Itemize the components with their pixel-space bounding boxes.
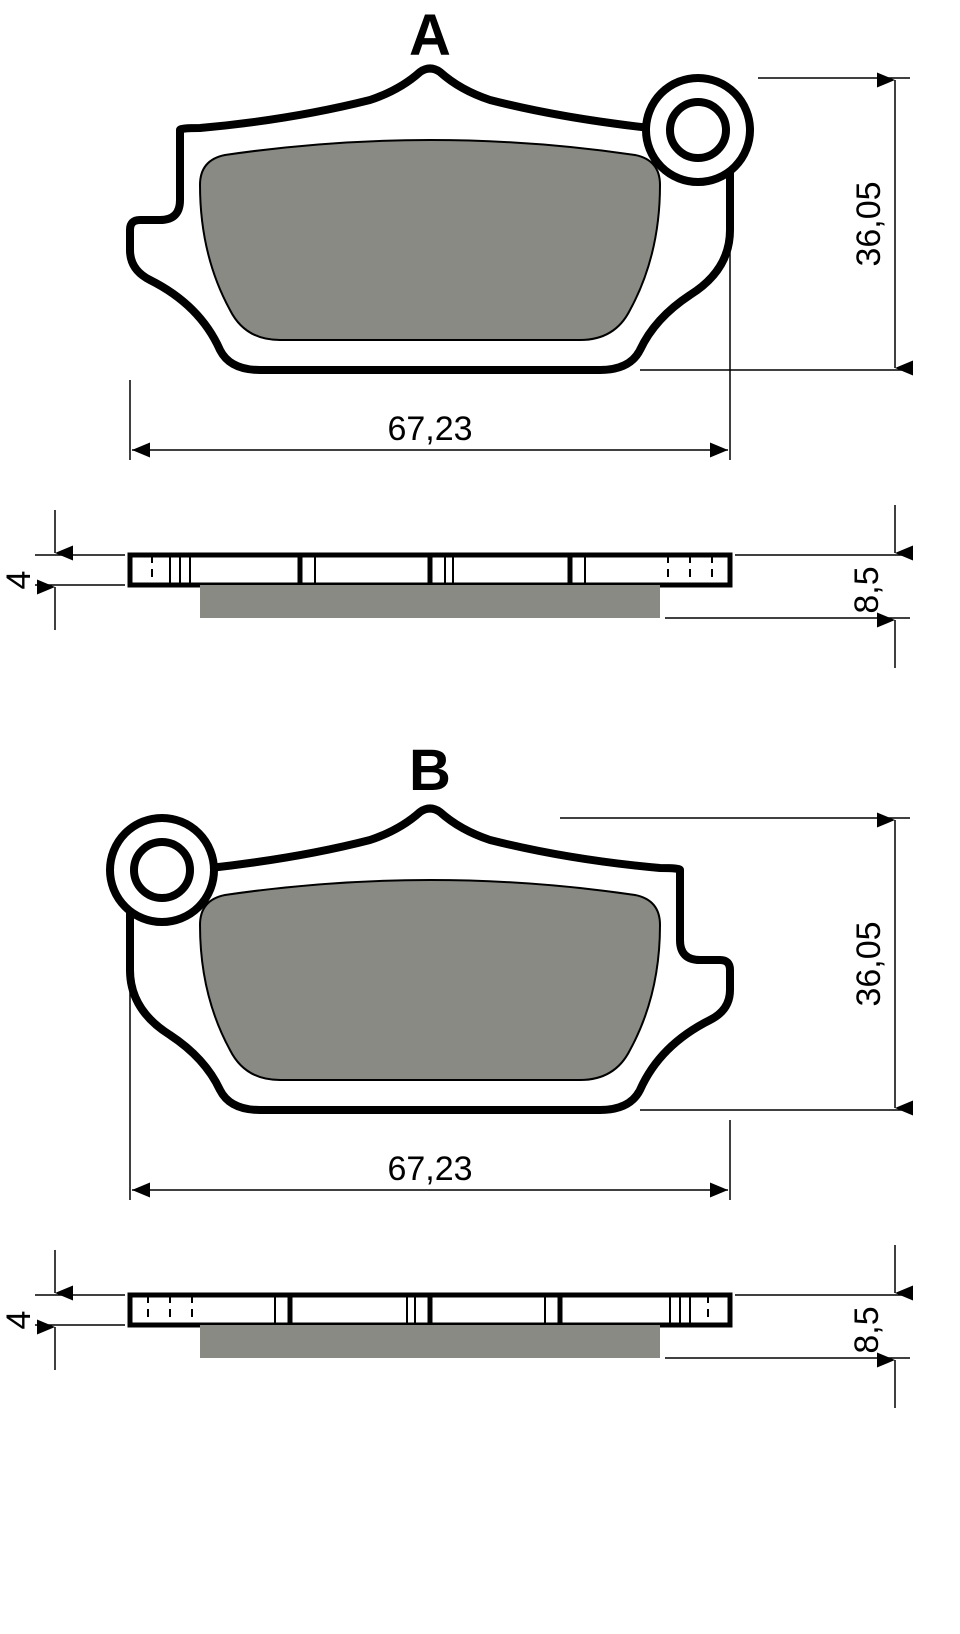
- part-b-label: B: [409, 738, 451, 803]
- part-a-height-value: 36,05: [850, 181, 888, 266]
- part-a-side-view: [130, 555, 730, 618]
- part-a: A 67,23 36,05 4 8,5: [0, 3, 910, 668]
- part-b-total-thickness-value: 8,5: [848, 1306, 886, 1353]
- part-a-plate-thickness-value: 4: [0, 571, 38, 590]
- part-a-front-view: [130, 69, 750, 371]
- part-b-plate-thickness-dimension: 4: [0, 1250, 125, 1370]
- part-b-width-value: 67,23: [387, 1150, 472, 1188]
- part-a-width-value: 67,23: [387, 410, 472, 448]
- part-a-plate-thickness-dimension: 4: [0, 510, 125, 630]
- part-b-height-value: 36,05: [850, 921, 888, 1006]
- part-b-side-view: [130, 1295, 730, 1358]
- part-b-front-view: [110, 809, 730, 1111]
- part-a-label: A: [409, 3, 451, 68]
- part-b: B 67,23 36,05 4 8,5: [0, 738, 910, 1408]
- part-a-total-thickness-value: 8,5: [848, 566, 886, 613]
- part-b-plate-thickness-value: 4: [0, 1311, 38, 1330]
